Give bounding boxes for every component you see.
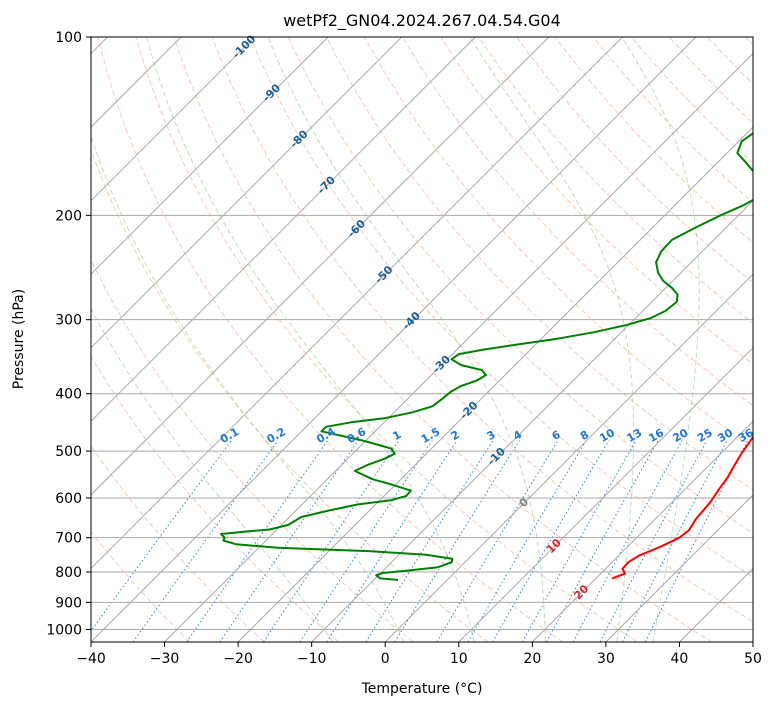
y-tick-label: 1000 <box>46 622 82 638</box>
y-tick-label: 800 <box>55 565 82 581</box>
dewpoint-profile <box>220 132 753 581</box>
y-tick-label: 100 <box>55 30 82 46</box>
x-axis-ticks: −40 −30 −20 −10 0 10 20 30 40 50 <box>76 642 762 667</box>
dry-adiabat <box>91 531 191 642</box>
isotherm <box>91 37 476 423</box>
y-tick-label: 300 <box>55 313 82 329</box>
isotherm <box>91 37 256 202</box>
dry-adiabat <box>91 445 265 642</box>
dry-adiabat <box>211 37 753 623</box>
isotherm <box>91 37 329 275</box>
x-tick-label: −30 <box>150 651 180 667</box>
dry-adiabat <box>97 37 563 642</box>
x-tick-label: 30 <box>597 651 615 667</box>
mixing-ratio-line <box>492 440 610 642</box>
isotherm <box>311 199 753 642</box>
mixing-ratio-line <box>91 440 232 632</box>
isotherm <box>164 52 753 642</box>
dry-adiabat <box>478 37 753 324</box>
plot-frame <box>90 36 754 643</box>
mixing-ratio-line <box>365 440 494 642</box>
x-tick-label: −10 <box>297 651 327 667</box>
dry-adiabat <box>91 355 340 642</box>
dry-adiabat <box>173 37 713 642</box>
isotherm <box>91 37 623 570</box>
y-tick-label: 600 <box>55 491 82 507</box>
y-tick-label: 900 <box>55 595 82 611</box>
isotherm <box>605 494 753 642</box>
dry-adiabat <box>326 37 753 491</box>
mixing-ratio-line <box>263 440 400 642</box>
mixing-ratio-line <box>219 440 359 642</box>
dry-adiabat <box>91 148 489 642</box>
y-tick-label: 500 <box>55 444 82 460</box>
x-tick-label: 50 <box>744 651 762 667</box>
mixing-ratio-line <box>572 440 683 642</box>
moist-adiabat <box>91 307 334 642</box>
y-tick-label: 700 <box>55 531 82 547</box>
moist-adiabat <box>146 37 475 642</box>
mixing-ratio-line <box>644 440 749 642</box>
x-tick-label: −20 <box>223 651 253 667</box>
chart-title: wetPf2_GN04.2024.267.04.54.G04 <box>283 11 561 31</box>
x-tick-label: 10 <box>450 651 468 667</box>
dry-adiabat <box>402 37 753 407</box>
mixing-ratio-line <box>186 440 329 642</box>
x-tick-label: −40 <box>76 651 106 667</box>
mixing-ratio-line <box>522 440 637 642</box>
mixing-ratio-line <box>436 440 559 642</box>
isotherm <box>91 37 697 642</box>
mixing-ratio-line <box>132 440 279 642</box>
isotherm <box>458 347 753 642</box>
y-axis-label: Pressure (hPa) <box>11 289 27 389</box>
isotherm <box>237 126 753 642</box>
dry-adiabat <box>516 37 753 284</box>
mixing-ratio-line <box>326 440 458 642</box>
profile-lines <box>220 132 753 581</box>
temperature-profile <box>611 435 753 580</box>
x-tick-label: 40 <box>671 651 689 667</box>
isotherm <box>91 37 403 349</box>
mixing-ratio-line <box>546 440 659 642</box>
background-lines <box>91 37 753 642</box>
y-tick-label: 400 <box>55 387 82 403</box>
y-axis-ticks: 100 200 300 400 500 600 700 800 900 1000 <box>46 30 91 638</box>
dry-adiabat <box>135 37 638 642</box>
isotherm <box>531 420 753 642</box>
dry-adiabat <box>249 37 753 578</box>
mixing-ratio-line <box>467 440 587 642</box>
x-tick-label: 20 <box>523 651 541 667</box>
moist-adiabat <box>621 37 700 642</box>
plot-area <box>91 37 753 642</box>
x-axis-label: Temperature (°C) <box>361 681 483 697</box>
x-tick-label: 0 <box>381 651 390 667</box>
moist-adiabat <box>267 37 546 642</box>
moist-adiabat <box>91 134 405 642</box>
y-tick-label: 200 <box>55 208 82 224</box>
isotherm <box>91 37 550 496</box>
isotherm <box>384 273 753 642</box>
